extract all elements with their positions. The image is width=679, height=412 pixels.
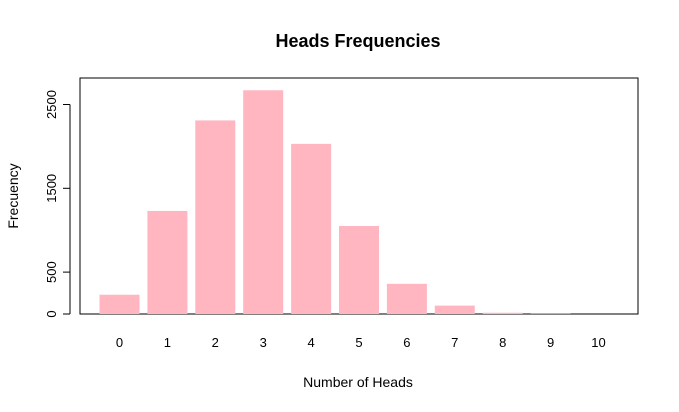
x-tick-label: 10 [591,335,605,350]
x-tick-label: 6 [403,335,410,350]
bar-3 [243,90,284,314]
x-tick-label: 4 [307,335,314,350]
x-axis-label: Number of Heads [303,374,413,390]
bar-8 [482,312,523,314]
bar-5 [339,226,379,314]
bar-6 [386,283,427,314]
y-axis-label: Frecuency [5,163,21,228]
y-tick-label: 500 [44,261,59,283]
y-axis: 0 500 1500 2500 [44,90,71,318]
x-tick-label: 2 [212,335,219,350]
bar-2 [195,120,236,314]
x-tick-label: 7 [451,335,458,350]
bars [99,90,571,314]
x-tick-label: 0 [116,335,123,350]
y-tick-label: 0 [44,310,59,317]
x-tick-label: 3 [260,335,267,350]
bar-1 [147,210,188,314]
x-tick-label: 5 [355,335,362,350]
bar-4 [291,143,332,314]
x-tick-label: 8 [499,335,506,350]
y-tick-label: 2500 [44,90,59,119]
chart-title: Heads Frequencies [275,31,440,51]
x-tick-label: 9 [547,335,554,350]
x-tick-label: 1 [164,335,171,350]
bar-0 [99,294,140,314]
y-tick-label: 1500 [44,174,59,203]
x-tick-labels: 0 1 2 3 4 5 6 7 8 9 10 [116,335,606,350]
bar-7 [434,305,475,314]
